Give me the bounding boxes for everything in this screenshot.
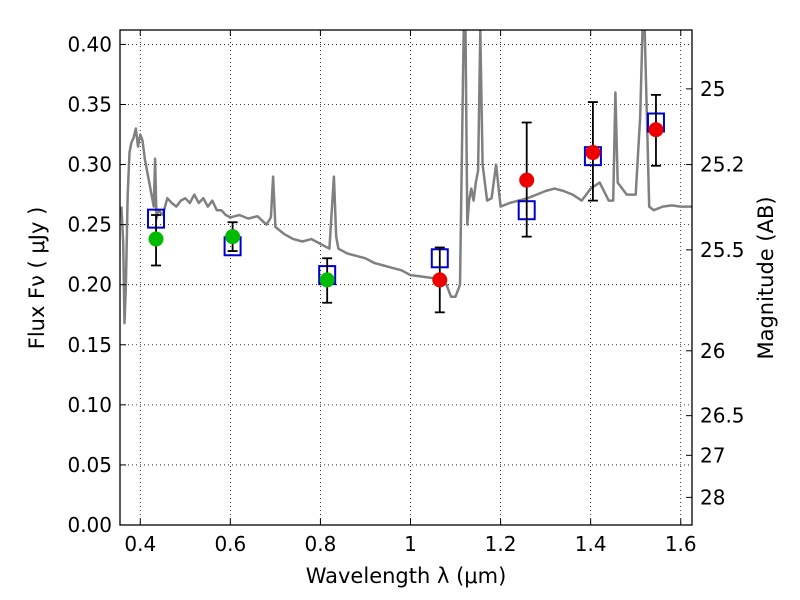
x-tick-label: 1.4 (575, 532, 607, 556)
x-axis-label: Wavelength λ (μm) (306, 564, 507, 588)
right-tick-label: 27 (700, 443, 725, 467)
y-tick-label: 0.10 (67, 393, 112, 417)
red-data-point (585, 145, 601, 161)
plot-frame (119, 29, 693, 526)
green-data-point (148, 231, 164, 247)
y-tick-label: 0.25 (67, 213, 112, 237)
right-tick-label: 25.2 (700, 153, 745, 177)
red-data-point (519, 172, 535, 188)
right-tick-label: 28 (700, 485, 725, 509)
right-tick-label: 25 (700, 77, 725, 101)
model-spectrum-line (120, 30, 692, 325)
y-tick-label: 0.15 (67, 333, 112, 357)
y-tick-label: 0.00 (67, 513, 112, 537)
red-data-point (432, 272, 448, 288)
right-tick-label: 26.5 (700, 404, 745, 428)
green-data-point (225, 229, 241, 245)
y-tick-label: 0.40 (67, 32, 112, 56)
y-tick-label: 0.35 (67, 92, 112, 116)
right-tick-label: 25.5 (700, 238, 745, 262)
red-data-point (648, 122, 664, 138)
right-tick-label: 26 (700, 339, 725, 363)
plot-background (120, 30, 692, 525)
y-tick-label: 0.20 (67, 273, 112, 297)
x-tick-label: 0.4 (124, 532, 156, 556)
tick-labels: 0.4 0.6 0.8 1 1.2 1.4 1.6 0.00 0.05 0.10 0.15 0.20 0… (67, 32, 744, 556)
right-axis-label: Magnitude (AB) (754, 196, 778, 359)
tick-marks (120, 30, 692, 526)
y-axis-label: Flux Fν ( μJy ) (25, 207, 49, 350)
green-data-point (319, 272, 335, 288)
x-tick-label: 1.6 (665, 532, 697, 556)
x-tick-label: 1.2 (485, 532, 517, 556)
x-tick-label: 0.6 (214, 532, 246, 556)
y-tick-label: 0.30 (67, 153, 112, 177)
y-tick-label: 0.05 (67, 453, 112, 477)
error-bars (148, 93, 664, 314)
x-tick-label: 1 (404, 532, 417, 556)
x-tick-label: 0.8 (305, 532, 337, 556)
